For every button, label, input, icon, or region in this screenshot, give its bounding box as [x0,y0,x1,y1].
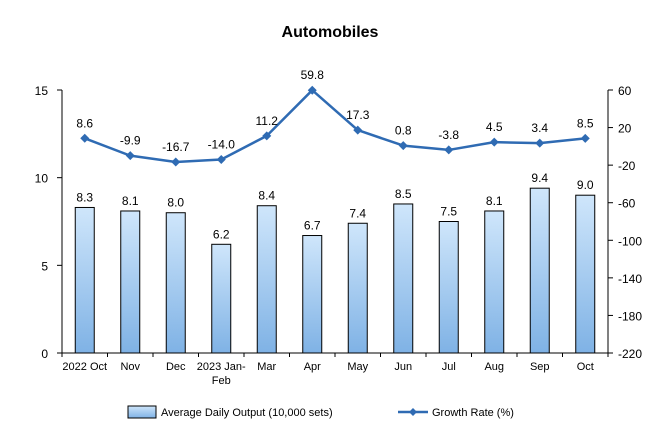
plot-area: 0 5 10 15 -220 -180 -140 -100 -60 -20 20 60 2022 Oct… [35,68,643,419]
bar [120,210,141,354]
line-point-marker [444,145,454,155]
line-point-marker [216,155,226,165]
y-left-tick-label: 10 [35,172,49,186]
x-category-label: Jun [394,361,412,373]
bar [438,221,459,354]
line-point-marker [535,138,545,148]
bar [74,206,95,354]
chart-title: Automobiles [282,24,379,41]
x-category-label: 2023 Jan- [197,361,246,373]
line-value-label: -9.9 [120,134,141,148]
bar-value-label: 9.0 [577,178,594,192]
line-point-marker [580,133,590,143]
bar-value-label: 8.5 [395,187,412,201]
growth-line [84,88,586,164]
line-point-marker [398,141,408,151]
bar-value-label: 8.1 [122,194,139,208]
line-value-label: 11.2 [256,114,279,128]
x-category-label: May [347,361,368,373]
x-category-label: Nov [120,361,140,373]
y-right-tick-label: -20 [618,159,636,173]
bar-value-label: 7.5 [440,205,457,219]
y-right-tick-label: -140 [618,272,642,286]
bar [484,210,505,354]
bar-value-label: 7.4 [349,206,366,220]
x-category-label: Aug [484,361,504,373]
line-point-marker [80,133,90,143]
legend-bar-swatch [127,405,157,419]
y-left-tick-label: 5 [41,259,48,273]
bar [393,203,414,354]
legend-line-label: Growth Rate (%) [432,407,514,419]
line-value-label: 3.4 [531,121,548,135]
legend-bar-label: Average Daily Output (10,000 sets) [161,407,333,419]
x-category-label: Sep [530,361,550,373]
bar [302,235,323,354]
bar-value-label: 8.3 [76,190,93,204]
y-right-tick-label: -220 [618,347,642,361]
bar-value-label: 9.4 [531,171,548,185]
bar [256,205,277,354]
y-left-tick-label: 15 [35,84,49,98]
bar-value-label: 8.4 [258,189,275,203]
line-value-label: 17.3 [346,108,370,122]
x-category-label: Oct [577,361,594,373]
y-right-tick-label: 60 [618,84,632,98]
line-point-marker [262,131,272,141]
x-category-label: Jul [442,361,456,373]
bar-value-label: 6.7 [304,219,321,233]
bar [347,222,368,354]
y-right-tick-label: -100 [618,234,642,248]
line-point-marker [353,125,363,135]
x-category-label: 2022 Oct [62,361,107,373]
y-left-tick-label: 0 [41,347,48,361]
line-point-marker [125,151,135,161]
bar [165,212,186,354]
line-point-marker [171,157,181,167]
bar-value-label: 8.1 [486,194,503,208]
line-point-marker [489,137,499,147]
line-value-label: -16.7 [162,140,190,154]
line-value-label: 8.6 [76,116,93,130]
bar [211,243,232,354]
bar [529,187,550,354]
line-value-label: 0.8 [395,124,412,138]
line-value-label: 59.8 [301,68,325,82]
x-category-label-line2: Feb [212,375,231,387]
bar [575,194,596,354]
bar-value-label: 8.0 [167,196,184,210]
x-category-label: Apr [304,361,321,373]
y-right-tick-label: -60 [618,197,636,211]
x-category-label: Dec [166,361,186,373]
y-right-tick-label: -180 [618,309,642,323]
line-value-label: 8.5 [577,116,594,130]
x-category-label: Mar [257,361,276,373]
y-right-tick-label: 20 [618,122,632,136]
line-value-label: -14.0 [208,138,236,152]
legend-line-marker [409,408,417,416]
line-value-label: -3.8 [438,128,459,142]
line-value-label: 4.5 [486,120,503,134]
line-point-marker [307,85,317,95]
bar-value-label: 6.2 [213,227,230,241]
